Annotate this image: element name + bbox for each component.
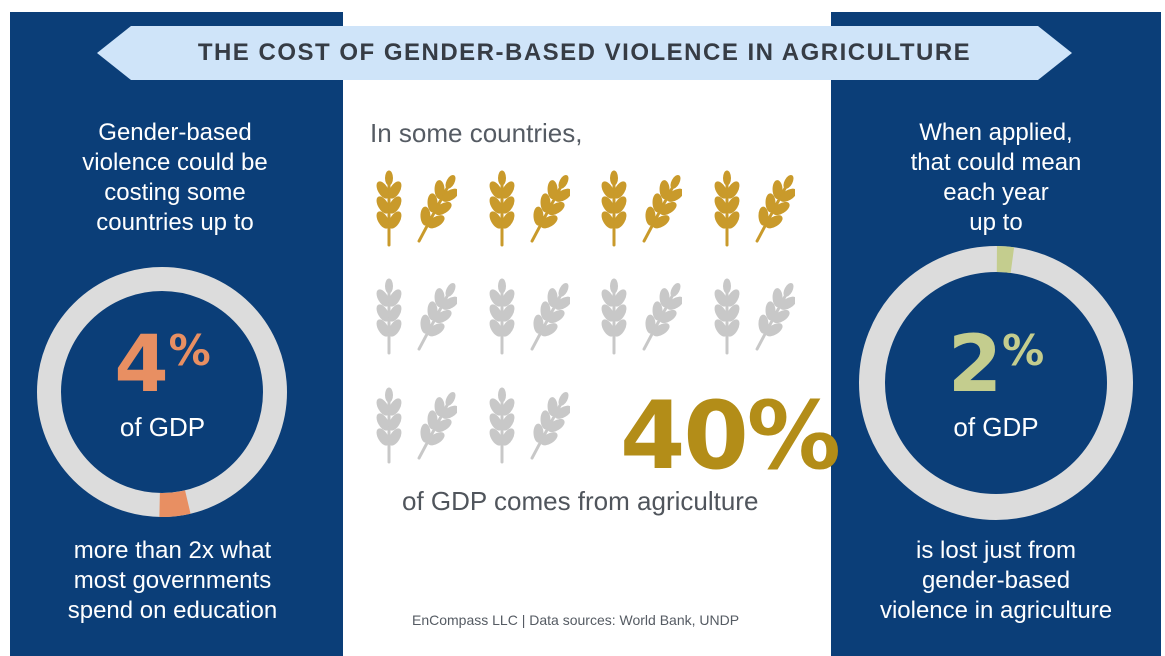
wheat-icon	[413, 275, 457, 358]
page-title: THE COST OF GENDER-BASED VIOLENCE IN AGR…	[197, 39, 972, 66]
right-bottom-line: violence in agriculture	[879, 597, 1113, 624]
wheat-icon	[711, 277, 743, 355]
left-bottom-line: most governments	[73, 567, 272, 594]
left-stat: 4%	[90, 320, 235, 410]
wheat-icon	[373, 386, 405, 464]
right-stat-number: 2	[947, 320, 1003, 410]
wheat-icon	[486, 169, 518, 247]
title-banner: THE COST OF GENDER-BASED VIOLENCE IN AGR…	[97, 26, 1072, 80]
right-stat-unit: of GDP	[953, 412, 1039, 442]
left-intro: Gender-based violence could be costing s…	[30, 118, 320, 238]
wheat-icon	[413, 167, 457, 250]
left-bottom: more than 2x what most governments spend…	[20, 536, 325, 626]
wheat-icon	[373, 277, 405, 355]
wheat-icon	[526, 167, 570, 250]
left-stat-unit: of GDP	[119, 412, 206, 442]
right-bottom: is lost just from gender-based violence …	[846, 536, 1146, 626]
left-intro-line: Gender-based	[98, 119, 252, 146]
wheat-icon	[638, 275, 682, 358]
wheat-icon	[526, 275, 570, 358]
left-stat-number: 4	[114, 320, 169, 410]
right-bottom-line: is lost just from	[915, 537, 1077, 564]
source-credit: EnCompass LLC | Data sources: World Bank…	[412, 612, 740, 628]
banner-arrow-shape	[97, 26, 1072, 80]
right-stat-sign: %	[1002, 326, 1045, 375]
wheat-icon	[751, 275, 795, 358]
right-donut-chart	[859, 246, 1133, 520]
right-intro-line: When applied,	[919, 119, 1073, 146]
right-intro: When applied, that could mean each year …	[846, 118, 1146, 238]
right-intro-line: each year	[943, 179, 1049, 206]
wheat-icon	[751, 167, 795, 250]
wheat-icon	[526, 384, 570, 467]
center-panel	[343, 12, 831, 656]
left-stat-sign: %	[168, 326, 211, 375]
wheat-icon	[598, 277, 630, 355]
right-intro-line: that could mean	[910, 149, 1082, 176]
left-intro-line: countries up to	[96, 209, 254, 236]
left-intro-line: violence could be	[82, 149, 268, 176]
right-bottom-line: gender-based	[921, 567, 1071, 594]
center-intro: In some countries,	[370, 118, 583, 148]
center-caption: of GDP comes from agriculture	[402, 486, 759, 516]
wheat-icon	[711, 169, 743, 247]
wheat-icon	[598, 169, 630, 247]
left-bottom-line: more than 2x what	[73, 537, 272, 564]
wheat-icon	[638, 167, 682, 250]
wheat-icon	[413, 384, 457, 467]
right-intro-line: up to	[969, 209, 1023, 236]
right-stat: 2%	[922, 320, 1070, 410]
wheat-icon	[486, 386, 518, 464]
right-donut-segment	[996, 246, 1015, 273]
left-donut-chart	[37, 267, 287, 517]
center-stat: 40%	[620, 382, 841, 491]
wheat-icon	[486, 277, 518, 355]
right-donut-ring	[859, 246, 1133, 520]
left-intro-line: costing some	[104, 179, 246, 206]
left-bottom-line: spend on education	[67, 597, 278, 624]
wheat-icon	[373, 169, 405, 247]
left-donut-segment	[159, 490, 191, 517]
